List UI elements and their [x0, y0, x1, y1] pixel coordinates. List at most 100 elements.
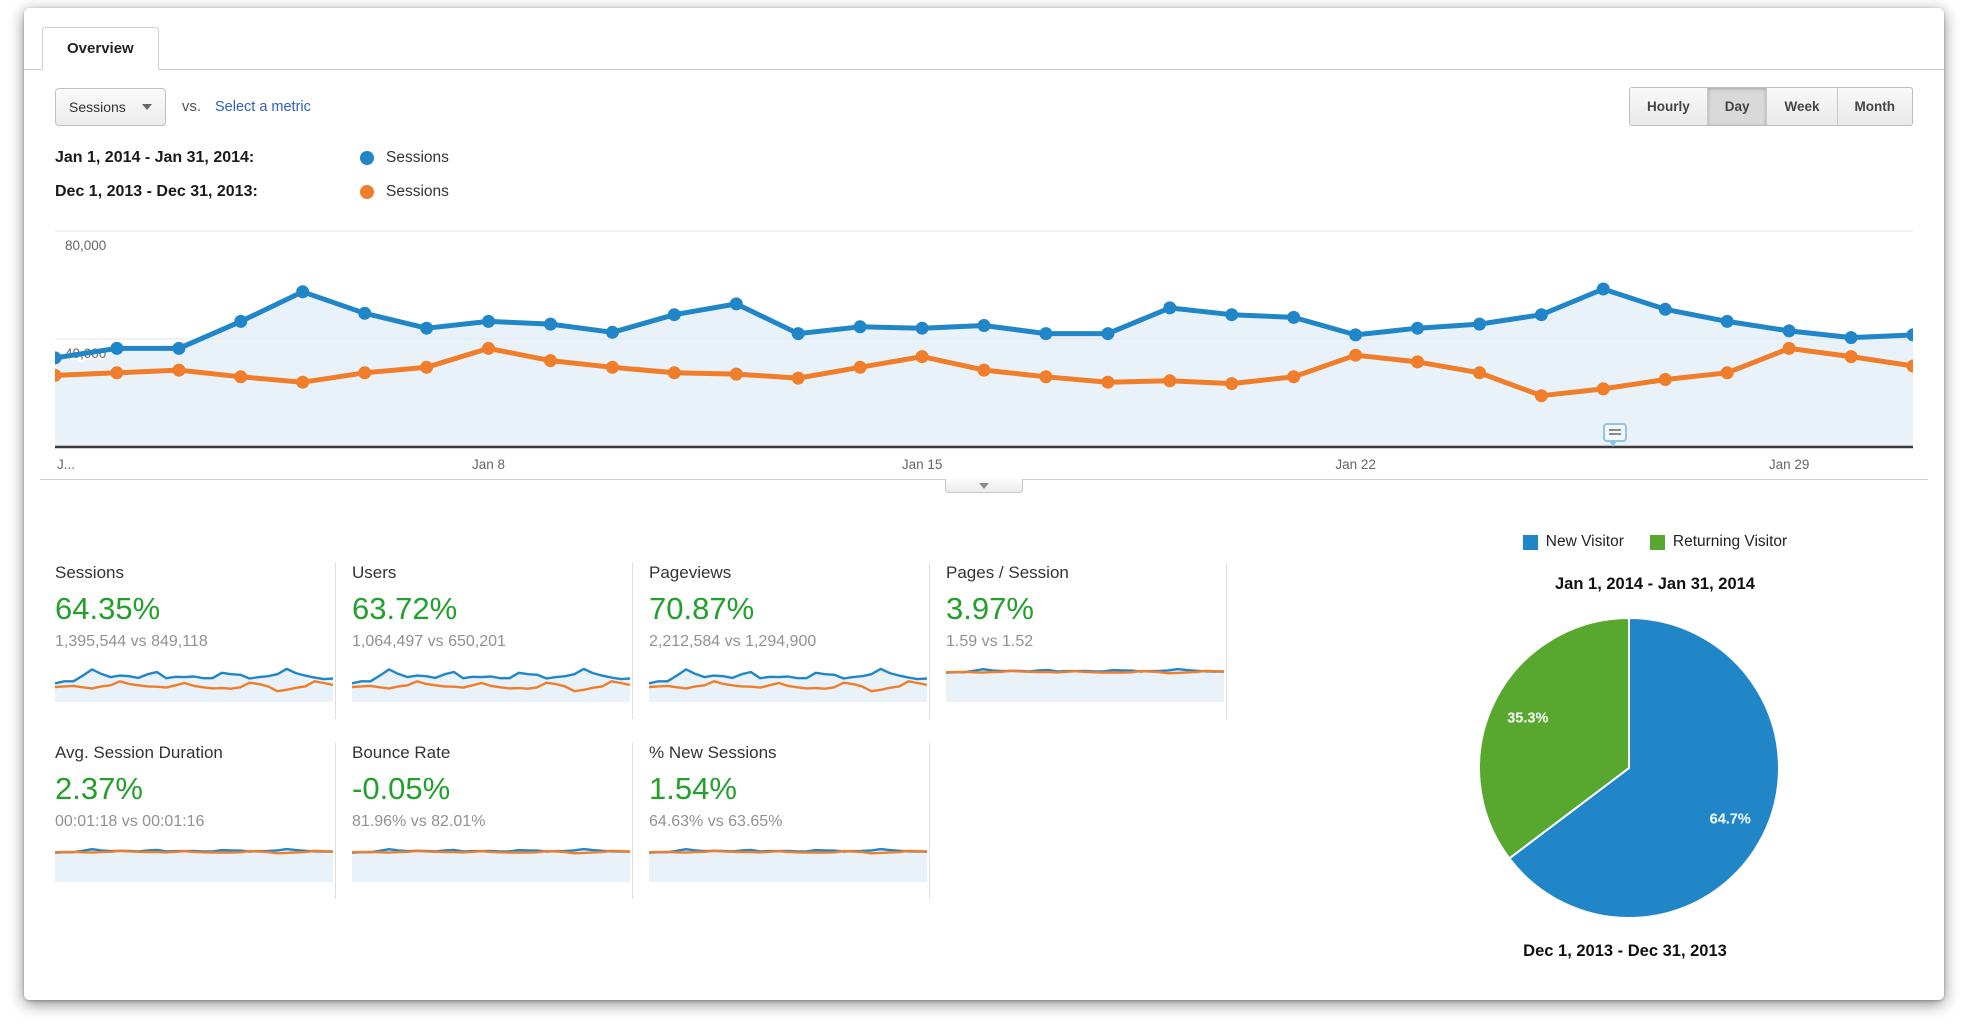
- x-axis-label: Jan 8: [472, 457, 505, 472]
- metric-change-percent: 64.35%: [55, 591, 161, 626]
- new-visitor-label: New Visitor: [1545, 533, 1624, 550]
- metric-card-new-sessions: % New Sessions 1.54% 64.63% vs 63.65%: [649, 743, 930, 899]
- sparkline-previous: [649, 849, 927, 855]
- metric-sparkline: [352, 667, 630, 702]
- data-point-marker: [915, 350, 929, 364]
- metric-change-percent: 70.87%: [649, 591, 755, 626]
- data-point-marker: [1287, 310, 1301, 324]
- x-axis-label: Jan 15: [902, 457, 943, 472]
- pie-legend: New Visitor Returning Visitor: [1405, 533, 1905, 551]
- granularity-hourly-button[interactable]: Hourly: [1629, 88, 1707, 125]
- series-color-dot: [360, 151, 374, 165]
- metric-sparkline: [649, 847, 927, 882]
- data-point-marker: [1101, 375, 1115, 389]
- metric-sparkline: [946, 667, 1224, 702]
- data-point-marker: [1782, 324, 1796, 338]
- sessions-timeline-chart[interactable]: 40,000 80,000 J... Jan 8 Jan 15 Jan 22 Jan 29: [55, 223, 1913, 473]
- data-point-marker: [667, 366, 681, 380]
- metric-comparison-values: 00:01:18 vs 00:01:16: [55, 813, 205, 830]
- metric-change-percent: 2.37%: [55, 771, 143, 806]
- pie-slice-percent-label: 35.3%: [1507, 711, 1548, 727]
- data-point-marker: [296, 285, 310, 299]
- metric-sparkline: [649, 667, 927, 702]
- metric-change-percent: 3.97%: [946, 591, 1034, 626]
- pie-slice-new-visitor: [1507, 616, 1780, 919]
- metric-comparison-values: 2,212,584 vs 1,294,900: [649, 633, 817, 650]
- data-point-marker: [482, 341, 495, 355]
- chart-footer-rule: [40, 479, 1928, 497]
- metric-title: Avg. Session Duration: [55, 743, 223, 762]
- data-point-marker: [791, 371, 805, 385]
- overview-dashboard: Sessions 64.35% 1,395,544 vs 849,118 Users 6…: [55, 533, 1913, 961]
- data-point-marker: [977, 319, 991, 332]
- data-point-marker: [1844, 331, 1858, 345]
- data-point-marker: [420, 321, 434, 335]
- metric-title: % New Sessions: [649, 743, 777, 762]
- data-point-marker: [55, 351, 62, 365]
- data-point-marker: [1349, 328, 1363, 342]
- data-point-marker: [55, 368, 62, 382]
- metric-comparison-values: 1,064,497 vs 650,201: [352, 633, 506, 650]
- data-point-marker: [1287, 370, 1301, 384]
- data-point-marker: [977, 363, 991, 377]
- data-point-marker: [915, 321, 929, 335]
- metric-card-sessions: Sessions 64.35% 1,395,544 vs 849,118: [55, 563, 336, 719]
- comparison-legend-row: Dec 1, 2013 - Dec 31, 2013: Sessions: [55, 175, 1913, 209]
- legend-series-label: Sessions: [386, 183, 449, 200]
- metric-comparison-values: 81.96% vs 82.01%: [352, 813, 486, 830]
- metric-title: Pages / Session: [946, 563, 1069, 582]
- data-point-marker: [605, 360, 619, 374]
- new-visitor-swatch: [1522, 534, 1538, 550]
- granularity-day-button[interactable]: Day: [1706, 88, 1767, 125]
- metric-comparison-values: 1.59 vs 1.52: [946, 633, 1034, 650]
- data-point-marker: [791, 327, 805, 341]
- data-point-marker: [482, 314, 495, 328]
- series-color-dot: [360, 185, 374, 199]
- data-point-marker: [1039, 327, 1053, 341]
- metrics-row: Avg. Session Duration 2.37% 00:01:18 vs 00…: [55, 743, 1353, 899]
- sparkline-previous: [946, 669, 1224, 675]
- sparkline-current: [649, 667, 927, 685]
- visitor-type-panel: New Visitor Returning Visitor Jan 1, 201…: [1405, 533, 1905, 961]
- sparkline-area-fill: [649, 849, 927, 882]
- select-a-metric-link[interactable]: Select a metric: [214, 98, 311, 115]
- sparkline-area-fill: [55, 849, 333, 882]
- tab-overview[interactable]: Overview: [42, 27, 159, 70]
- annotation-bubble-icon[interactable]: [1603, 423, 1627, 447]
- pie-title-previous-range: Dec 1, 2013 - Dec 31, 2013: [1523, 942, 1727, 960]
- metric-title: Users: [352, 563, 397, 582]
- metric-sparkline: [55, 847, 333, 882]
- granularity-month-button[interactable]: Month: [1836, 88, 1912, 125]
- comparison-legend: Jan 1, 2014 - Jan 31, 2014: Sessions Dec 1…: [55, 141, 1913, 209]
- data-point-marker: [1658, 302, 1672, 316]
- data-point-marker: [1720, 314, 1734, 328]
- data-point-marker: [1411, 321, 1424, 335]
- granularity-week-button[interactable]: Week: [1766, 88, 1837, 125]
- metric-change-percent: 63.72%: [352, 591, 458, 626]
- data-point-marker: [605, 325, 619, 339]
- legend-series-label: Sessions: [386, 149, 449, 166]
- sparkline-area-fill: [946, 669, 1224, 702]
- metric-change-percent: -0.05%: [352, 771, 451, 806]
- chart-collapse-tab[interactable]: [945, 479, 1023, 493]
- sparkline-previous: [649, 680, 927, 693]
- sparkline-previous: [352, 680, 630, 693]
- data-point-marker: [667, 308, 681, 322]
- data-point-marker: [1534, 308, 1548, 322]
- chevron-down-icon: [979, 482, 989, 489]
- data-point-marker: [1225, 377, 1239, 391]
- analytics-overview-window: Overview Sessions vs. Select a metric Ho…: [24, 8, 1944, 1000]
- data-point-marker: [729, 297, 743, 311]
- data-point-marker: [172, 341, 186, 355]
- metric-selector-dropdown[interactable]: Sessions: [55, 87, 166, 126]
- comparison-legend-row: Jan 1, 2014 - Jan 31, 2014: Sessions: [55, 141, 1913, 175]
- metric-card-bounce-rate: Bounce Rate -0.05% 81.96% vs 82.01%: [352, 743, 633, 899]
- pie-slice-returning-visitor: [1478, 616, 1630, 860]
- chart-toolbar: Sessions vs. Select a metric Hourly Day We…: [55, 86, 1913, 127]
- metric-comparison-values: 1,395,544 vs 849,118: [55, 633, 208, 650]
- visitor-type-pie-chart[interactable]: 64.7% 35.3%: [1469, 608, 1789, 928]
- data-point-marker: [1225, 308, 1239, 322]
- metric-sparkline: [352, 847, 630, 882]
- data-point-marker: [1720, 366, 1734, 380]
